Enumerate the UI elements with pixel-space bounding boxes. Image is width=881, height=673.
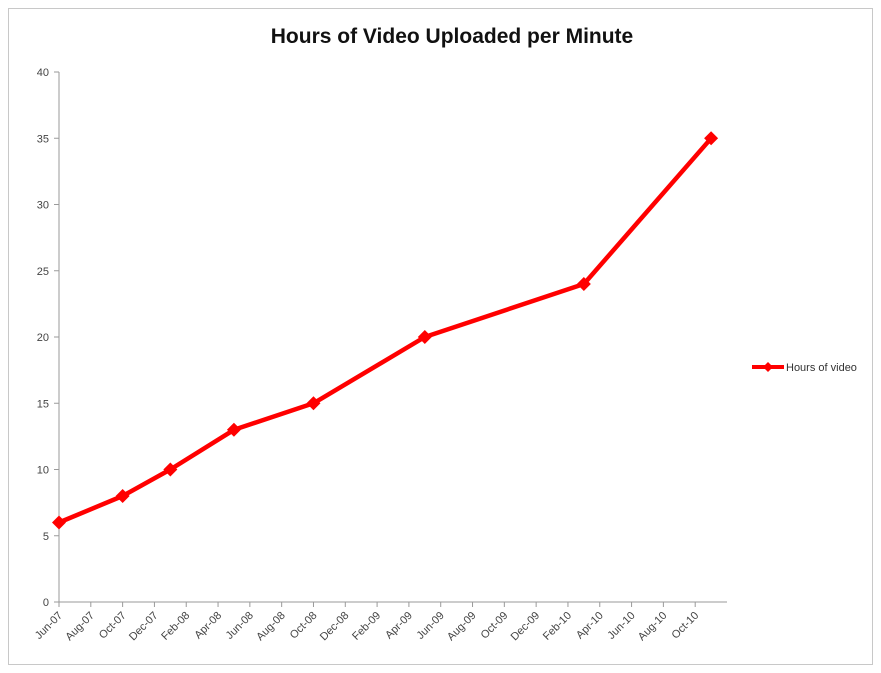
y-tick-label: 20: [37, 332, 49, 344]
x-tick-label: Dec-09: [509, 610, 543, 644]
line-chart: Hours of Video Uploaded per Minute 0 5 10 1…: [33, 25, 857, 644]
series-layer: [52, 131, 719, 530]
x-tick-label: Dec-07: [127, 610, 161, 644]
data-point: [306, 396, 321, 411]
x-tick-label: Jun-09: [415, 610, 447, 642]
y-tick-label: 30: [37, 200, 49, 212]
series-line: [56, 136, 714, 525]
data-point: [115, 489, 130, 503]
y-tick-label: 25: [37, 266, 49, 278]
y-tick-label: 0: [43, 597, 49, 609]
x-tick-label: Aug-08: [254, 610, 288, 644]
x-tick-label: Jun-07: [33, 610, 65, 642]
x-tick-label: Feb-10: [541, 610, 574, 643]
x-tick-label: Oct-09: [479, 610, 511, 642]
chart-title: Hours of Video Uploaded per Minute: [271, 25, 633, 48]
data-point: [417, 330, 432, 344]
y-axis: 0 5 10 15 20 25 30 35 40: [37, 67, 60, 609]
x-tick-label: Oct-07: [97, 610, 129, 642]
data-point: [704, 131, 719, 146]
chart-frame: Hours of Video Uploaded per Minute 0 5 10 1…: [8, 8, 873, 665]
x-tick-label: Oct-08: [288, 610, 320, 642]
x-tick-label: Apr-10: [574, 610, 606, 642]
x-tick-label: Oct-10: [669, 610, 701, 642]
x-tick-label: Feb-09: [350, 610, 383, 643]
data-point: [226, 422, 241, 437]
legend-marker: [763, 362, 773, 372]
data-point: [163, 462, 178, 477]
y-tick-label: 10: [37, 465, 49, 477]
legend-label: Hours of video: [786, 362, 857, 374]
y-tick-label: 35: [37, 133, 49, 145]
y-tick-label: 40: [37, 67, 49, 79]
x-tick-label: Aug-09: [445, 610, 479, 644]
x-tick-label: Dec-08: [318, 610, 352, 644]
x-tick-label: Aug-10: [636, 610, 670, 644]
data-point: [52, 515, 66, 530]
x-tick-label: Apr-09: [383, 610, 415, 642]
x-tick-label: Feb-08: [159, 610, 192, 643]
x-tick-label: Apr-08: [192, 610, 224, 642]
x-tick-label: Jun-10: [605, 610, 637, 642]
legend: Hours of video: [752, 362, 857, 374]
data-point: [576, 277, 591, 291]
y-tick-label: 15: [37, 398, 49, 410]
x-tick-label: Jun-08: [224, 610, 256, 642]
y-tick-label: 5: [43, 531, 49, 543]
x-tick-label: Aug-07: [63, 610, 97, 644]
